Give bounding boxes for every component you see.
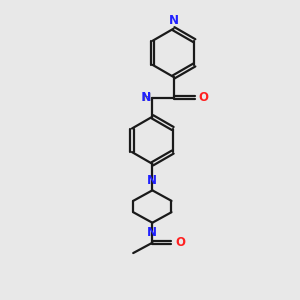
Text: N: N [147,174,158,187]
Text: H: H [142,93,151,103]
Text: N: N [169,14,178,27]
Text: N: N [147,226,158,239]
Text: O: O [199,91,208,104]
Text: N: N [133,91,151,104]
Text: O: O [175,236,185,249]
